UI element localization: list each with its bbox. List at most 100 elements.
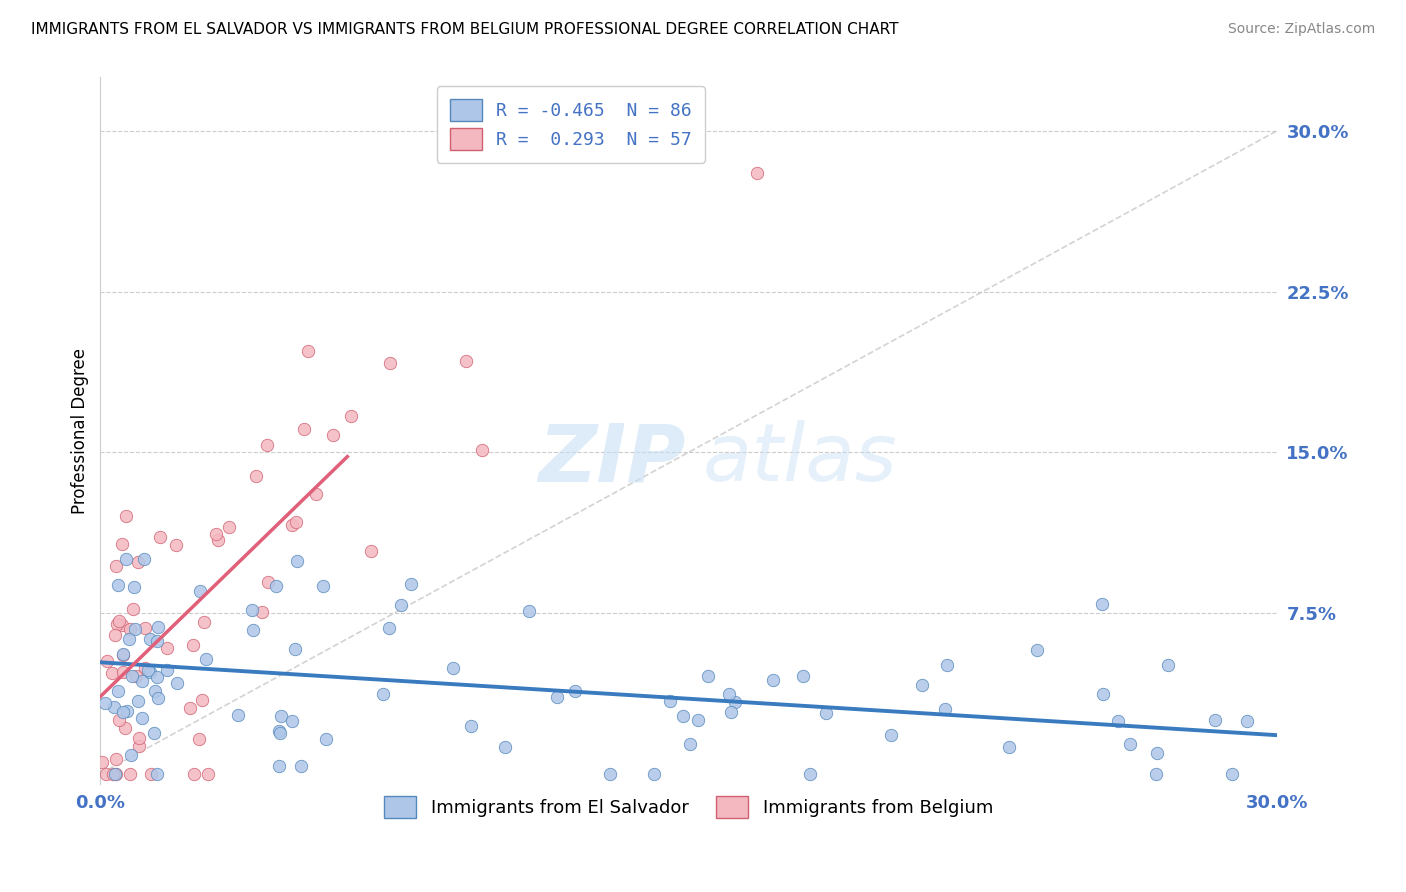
Point bbox=[226, 708, 249, 723]
Point bbox=[114, 722, 136, 736]
Point bbox=[218, 520, 240, 534]
Point bbox=[190, 583, 212, 598]
Point bbox=[91, 756, 114, 770]
Point bbox=[112, 647, 135, 661]
Point bbox=[104, 766, 127, 780]
Point bbox=[104, 766, 127, 780]
Point bbox=[139, 766, 162, 780]
Point bbox=[399, 576, 422, 591]
Point bbox=[564, 683, 586, 698]
Point bbox=[250, 605, 273, 619]
Point bbox=[181, 639, 204, 653]
Point bbox=[165, 538, 187, 552]
Point bbox=[128, 731, 150, 745]
Point bbox=[105, 559, 128, 574]
Point bbox=[124, 622, 146, 636]
Point bbox=[315, 732, 337, 747]
Point bbox=[134, 621, 156, 635]
Point bbox=[139, 632, 162, 646]
Point bbox=[672, 708, 695, 723]
Point bbox=[146, 670, 169, 684]
Point bbox=[494, 739, 516, 754]
Point bbox=[127, 555, 149, 569]
Point bbox=[297, 344, 319, 359]
Point bbox=[659, 694, 682, 708]
Point bbox=[517, 604, 540, 618]
Point bbox=[120, 622, 142, 636]
Point bbox=[460, 719, 482, 733]
Point bbox=[281, 714, 304, 728]
Point bbox=[131, 711, 153, 725]
Point bbox=[762, 673, 785, 687]
Point bbox=[720, 705, 742, 719]
Point bbox=[104, 628, 127, 642]
Point bbox=[240, 603, 263, 617]
Point bbox=[146, 620, 169, 634]
Point bbox=[128, 739, 150, 753]
Point bbox=[103, 700, 125, 714]
Point bbox=[111, 537, 134, 551]
Point bbox=[1157, 657, 1180, 672]
Point bbox=[111, 665, 134, 679]
Point bbox=[256, 575, 278, 590]
Point bbox=[108, 714, 131, 728]
Point bbox=[245, 469, 267, 483]
Point bbox=[934, 701, 956, 715]
Point bbox=[339, 409, 361, 423]
Point bbox=[378, 621, 401, 635]
Text: IMMIGRANTS FROM EL SALVADOR VS IMMIGRANTS FROM BELGIUM PROFESSIONAL DEGREE CORRE: IMMIGRANTS FROM EL SALVADOR VS IMMIGRANT… bbox=[31, 22, 898, 37]
Point bbox=[207, 533, 229, 548]
Point bbox=[131, 674, 153, 689]
Point bbox=[371, 687, 394, 701]
Point bbox=[1091, 687, 1114, 701]
Point bbox=[643, 766, 665, 780]
Point bbox=[290, 758, 312, 772]
Point bbox=[697, 669, 720, 683]
Point bbox=[679, 737, 702, 751]
Point bbox=[1119, 737, 1142, 751]
Point bbox=[122, 580, 145, 594]
Point bbox=[1204, 713, 1226, 727]
Point bbox=[285, 554, 308, 568]
Point bbox=[111, 648, 134, 662]
Point bbox=[94, 766, 117, 780]
Point bbox=[101, 665, 124, 680]
Point bbox=[132, 552, 155, 566]
Point bbox=[148, 691, 170, 706]
Point bbox=[105, 752, 128, 766]
Point bbox=[156, 640, 179, 655]
Point bbox=[471, 443, 494, 458]
Text: Source: ZipAtlas.com: Source: ZipAtlas.com bbox=[1227, 22, 1375, 37]
Point bbox=[143, 726, 166, 740]
Point bbox=[360, 543, 382, 558]
Point bbox=[267, 723, 290, 738]
Point bbox=[546, 690, 568, 705]
Point bbox=[149, 530, 172, 544]
Point bbox=[292, 422, 315, 436]
Point bbox=[1144, 766, 1167, 780]
Point bbox=[146, 766, 169, 780]
Point bbox=[111, 705, 134, 719]
Point bbox=[107, 578, 129, 592]
Point bbox=[799, 766, 821, 780]
Y-axis label: Professional Degree: Professional Degree bbox=[72, 348, 89, 514]
Point bbox=[136, 663, 159, 677]
Point bbox=[1146, 746, 1168, 760]
Point bbox=[305, 487, 328, 501]
Point bbox=[193, 615, 215, 629]
Point bbox=[143, 683, 166, 698]
Point bbox=[792, 669, 814, 683]
Point bbox=[284, 641, 307, 656]
Point bbox=[107, 617, 129, 632]
Point bbox=[1220, 766, 1243, 780]
Point bbox=[118, 632, 141, 647]
Point bbox=[121, 668, 143, 682]
Point bbox=[269, 725, 291, 739]
Point bbox=[935, 657, 957, 672]
Legend: Immigrants from El Salvador, Immigrants from Belgium: Immigrants from El Salvador, Immigrants … bbox=[377, 789, 1000, 825]
Point bbox=[179, 701, 201, 715]
Point bbox=[197, 766, 219, 780]
Point bbox=[281, 518, 304, 533]
Point bbox=[814, 706, 837, 720]
Point bbox=[118, 766, 141, 780]
